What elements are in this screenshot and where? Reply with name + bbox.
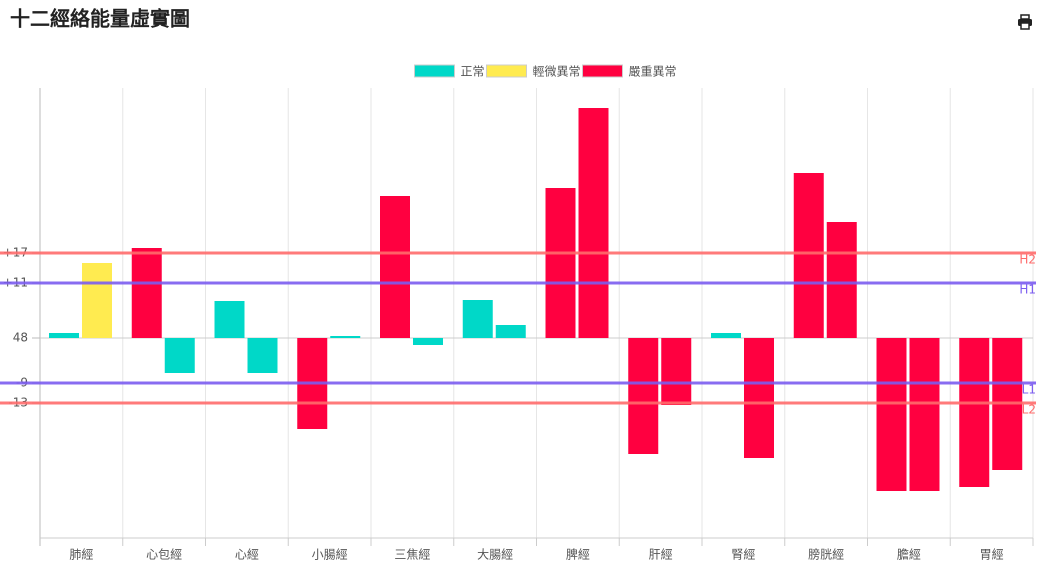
x-tick-label: 胃經 bbox=[980, 548, 1004, 562]
bar bbox=[661, 338, 692, 405]
bar bbox=[82, 263, 112, 338]
bar bbox=[413, 338, 443, 345]
x-tick-label: 脾經 bbox=[566, 547, 590, 562]
legend-swatch bbox=[414, 64, 455, 78]
legend-label: 嚴重異常 bbox=[629, 65, 677, 79]
legend-swatch bbox=[486, 64, 527, 78]
x-tick-label: 心經 bbox=[235, 548, 259, 562]
bar bbox=[462, 300, 493, 338]
x-tick-label: 肺經 bbox=[69, 548, 93, 562]
bar bbox=[330, 336, 361, 338]
bar bbox=[247, 338, 278, 373]
bar bbox=[876, 338, 907, 491]
bar bbox=[49, 333, 79, 338]
bar bbox=[826, 222, 857, 338]
bar bbox=[744, 338, 774, 458]
legend-label: 輕微異常 bbox=[533, 65, 581, 79]
reference-label: H1 bbox=[1019, 283, 1036, 297]
reference-label: H2 bbox=[1019, 253, 1036, 267]
legend-swatch bbox=[582, 64, 623, 78]
bar bbox=[959, 338, 990, 487]
x-tick-label: 膀胱經 bbox=[808, 547, 844, 562]
x-tick-label: 小腸經 bbox=[312, 548, 348, 562]
chart-title: 十二經絡能量虛實圖 bbox=[10, 7, 190, 31]
bar bbox=[909, 338, 940, 491]
legend-label: 正常 bbox=[461, 65, 485, 79]
bar bbox=[578, 108, 609, 338]
bar bbox=[711, 333, 741, 338]
x-tick-label: 膽經 bbox=[897, 547, 921, 562]
bar bbox=[495, 325, 526, 338]
print-icon[interactable] bbox=[1018, 14, 1032, 30]
x-tick-label: 肝經 bbox=[649, 548, 673, 562]
bar bbox=[628, 338, 659, 454]
reference-label: L2 bbox=[1022, 403, 1036, 417]
x-tick-label: 腎經 bbox=[731, 548, 755, 562]
bar bbox=[380, 196, 410, 338]
reference-label: L1 bbox=[1022, 383, 1036, 397]
bar bbox=[131, 248, 162, 338]
bar bbox=[214, 301, 245, 338]
bar bbox=[545, 188, 576, 338]
bar bbox=[164, 338, 195, 373]
x-tick-label: 大腸經 bbox=[477, 548, 513, 562]
x-tick-label: 心包經 bbox=[146, 548, 182, 562]
y-tick-label: 48 bbox=[13, 331, 28, 345]
bar bbox=[793, 173, 824, 338]
x-tick-label: 三焦經 bbox=[394, 548, 430, 562]
